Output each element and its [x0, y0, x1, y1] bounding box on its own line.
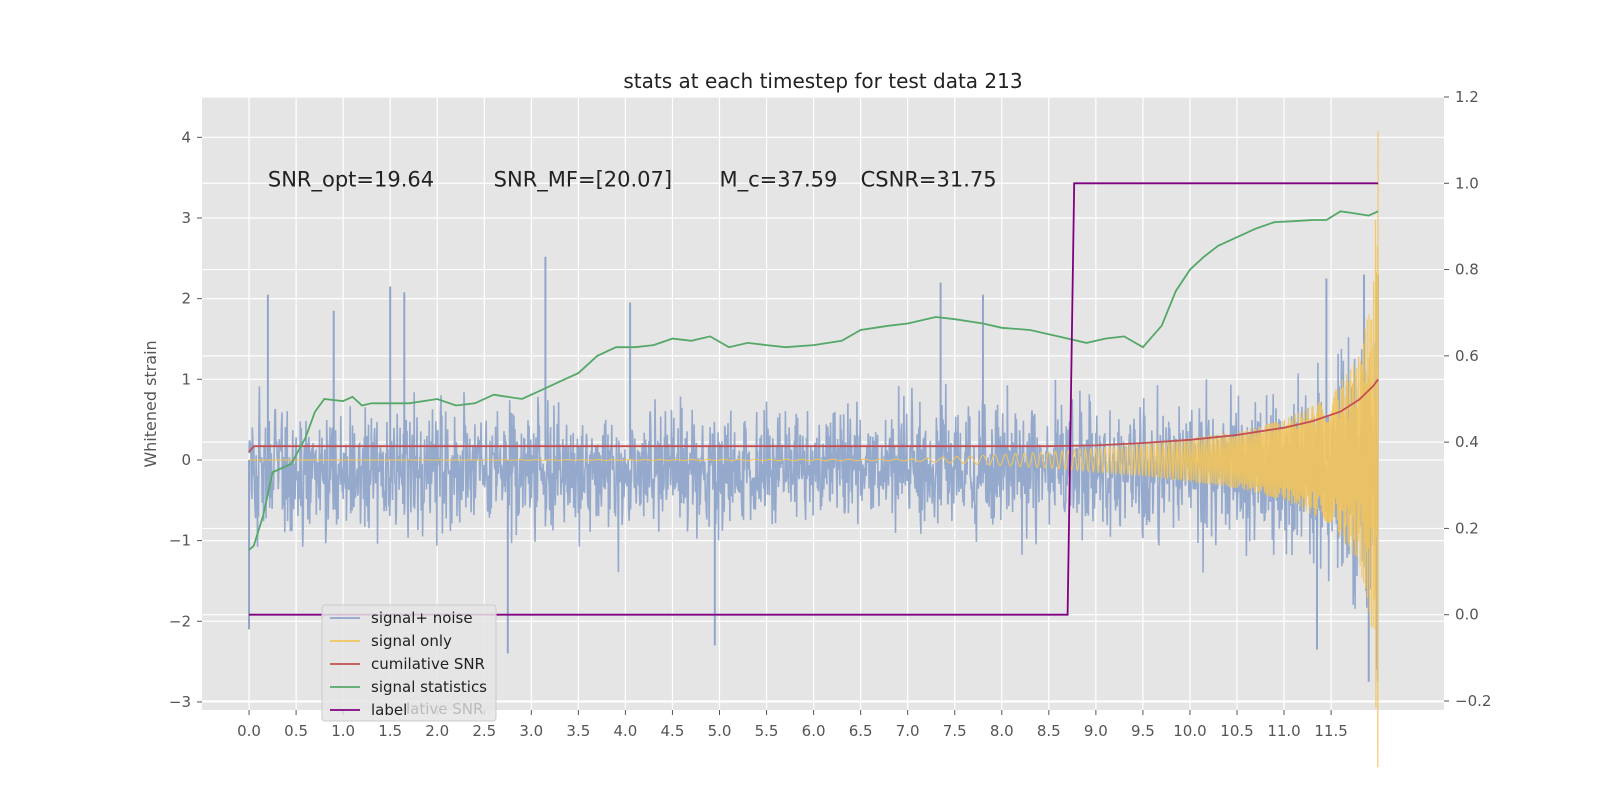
y2-tick-label: −0.2 [1455, 692, 1491, 710]
x-tick-label: 4.0 [613, 722, 637, 740]
y2-tick-label: 1.2 [1455, 88, 1479, 106]
legend: lative SNR signal+ noise signal only cumila… [321, 604, 497, 722]
annotations: SNR_opt=19.64 SNR_MF=[20.07] M_c=37.59 C… [268, 167, 997, 192]
x-tick-label: 5.0 [708, 722, 732, 740]
x-tick-label: 2.5 [472, 722, 496, 740]
x-tick-label: 5.5 [755, 722, 779, 740]
y-tick-label: −2 [169, 612, 191, 630]
y-axis-label: Whitened strain [141, 340, 160, 467]
annotation-csnr: CSNR=31.75 [861, 167, 997, 191]
signal-only-line [249, 131, 1379, 768]
annotation-snr-opt: SNR_opt=19.64 [268, 167, 434, 192]
x-tick-label: 9.5 [1131, 722, 1155, 740]
y2-tick-label: 0.2 [1455, 519, 1479, 537]
y-tick-label: −3 [169, 693, 191, 711]
x-tick-label: 1.0 [331, 722, 355, 740]
cumulative-snr-line [248, 378, 1379, 453]
y2-tick-label: 0.6 [1455, 347, 1479, 365]
y-tick-label: 0 [181, 451, 191, 469]
y2-tick-label: 0.4 [1455, 433, 1479, 451]
signal-noise-line [248, 274, 1379, 682]
x-tick-label: 0.5 [284, 722, 308, 740]
x-tick-label: 10.5 [1220, 722, 1253, 740]
x-tick-label: 7.0 [896, 722, 920, 740]
x-tick-label: 7.5 [943, 722, 967, 740]
x-tick-label: 8.5 [1037, 722, 1061, 740]
y2-tick-label: 0.8 [1455, 261, 1479, 279]
legend-entry: label [371, 701, 407, 719]
label-line [249, 182, 1379, 616]
legend-entry: cumilative SNR [371, 655, 485, 673]
y-tick-label: 2 [181, 290, 191, 308]
y2-tick-label: 1.0 [1455, 174, 1479, 192]
x-tick-label: 11.5 [1314, 722, 1347, 740]
legend-ghost-text: lative SNR [406, 700, 483, 718]
x-tick-label: 8.0 [990, 722, 1014, 740]
x-tick-label: 9.0 [1084, 722, 1108, 740]
y-tick-label: 1 [181, 370, 191, 388]
x-tick-label: 11.0 [1267, 722, 1300, 740]
chart-title: stats at each timestep for test data 213 [623, 69, 1022, 93]
legend-entry: signal only [371, 632, 452, 650]
legend-entry: signal+ noise [371, 609, 473, 627]
axes-layer: 0.0 0.5 1.0 1.5 2.0 2.5 3.0 3.5 4.0 4.5 5.0 5.5 6.0 6… [169, 88, 1492, 740]
x-tick-label: 6.0 [802, 722, 826, 740]
x-tick-label: 1.5 [378, 722, 402, 740]
annotation-snr-mf: SNR_MF=[20.07] [494, 167, 672, 192]
y-tick-label: 4 [181, 128, 191, 146]
x-tick-label: 10.0 [1173, 722, 1206, 740]
x-tick-label: 6.5 [849, 722, 873, 740]
x-tick-label: 3.5 [566, 722, 590, 740]
annotation-chirp-mass: M_c=37.59 [720, 167, 838, 192]
y-tick-label: 3 [181, 209, 191, 227]
x-tick-label: 2.0 [425, 722, 449, 740]
y2-tick-label: 0.0 [1455, 606, 1479, 624]
signal-statistics-line [248, 210, 1379, 551]
x-tick-label: 0.0 [237, 722, 261, 740]
x-tick-label: 3.0 [519, 722, 543, 740]
legend-entry: signal statistics [371, 678, 487, 696]
legend-box [321, 604, 497, 722]
y-tick-label: −1 [169, 532, 191, 550]
series-layer [248, 131, 1379, 768]
x-tick-label: 4.5 [661, 722, 685, 740]
